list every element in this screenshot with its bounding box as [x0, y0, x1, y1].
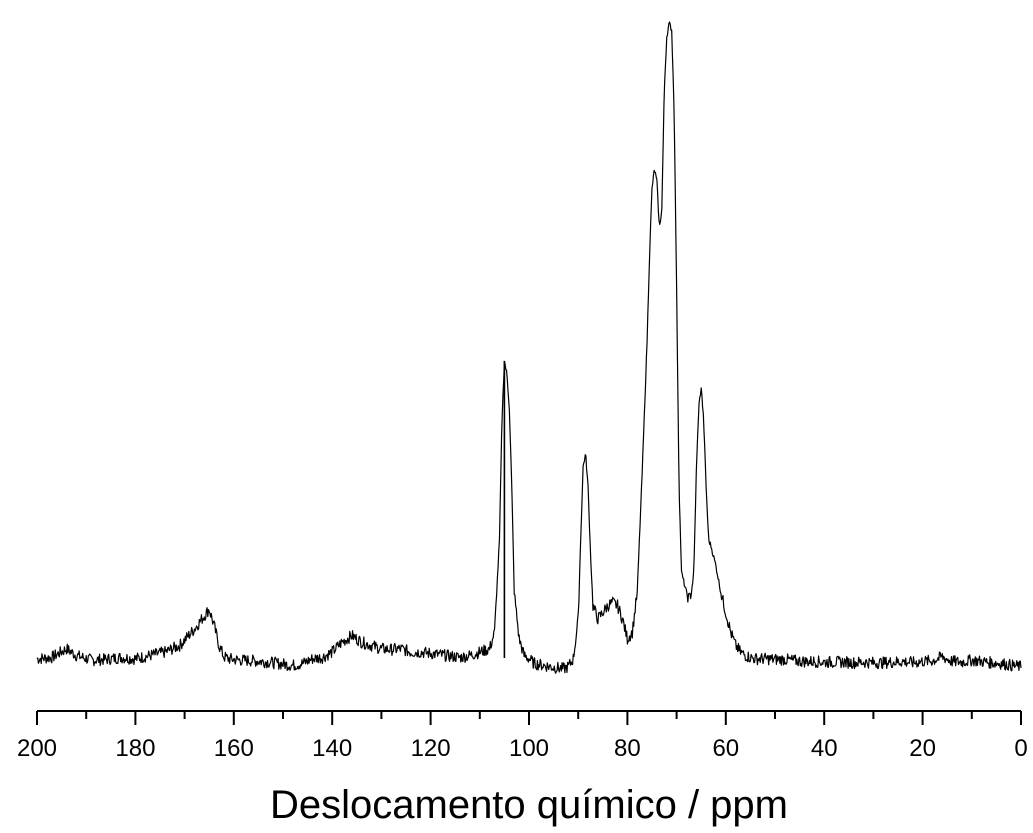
x-axis-title: Deslocamento químico / ppm: [270, 783, 788, 827]
x-tick-label: 200: [17, 735, 57, 762]
x-tick-label: 40: [811, 735, 838, 762]
x-tick-label: 80: [614, 735, 641, 762]
x-tick-label: 140: [312, 735, 352, 762]
spectrum-line-0: [36, 21, 1022, 674]
x-tick-label: 20: [909, 735, 936, 762]
x-tick-label: 60: [712, 735, 739, 762]
series-layer: [36, 21, 1022, 674]
x-axis-ticks: [36, 711, 1022, 725]
x-tick-label: 180: [115, 735, 155, 762]
x-axis-tick-labels: 200 180 160 140 120 100 80 60 40 20 0: [17, 735, 1028, 762]
x-tick-label: 0: [1014, 735, 1027, 762]
x-tick-label: 120: [411, 735, 451, 762]
plot-area: 200 180 160 140 120 100 80 60 40 20 0: [17, 21, 1028, 762]
x-tick-label: 160: [214, 735, 254, 762]
x-tick-label: 100: [509, 735, 549, 762]
